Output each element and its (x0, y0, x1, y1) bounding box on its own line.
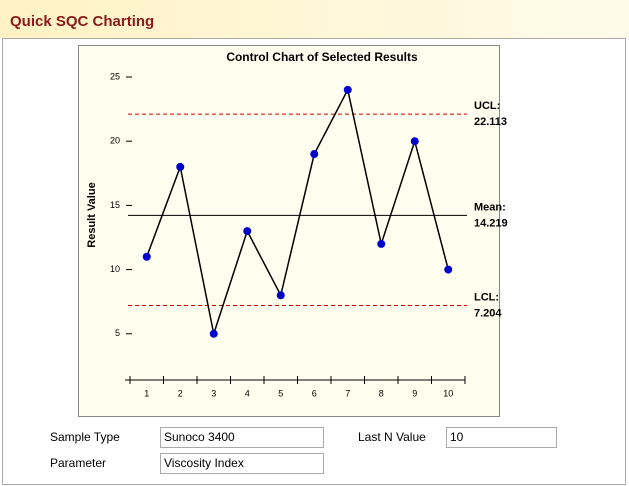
data-point (310, 150, 319, 159)
y-tick-label: 25 (110, 71, 120, 81)
control-value: 22.113 (474, 116, 507, 128)
x-tick-label: 1 (144, 388, 149, 398)
chart-frame (78, 45, 500, 417)
control-value: 14.219 (474, 217, 508, 229)
field-input (446, 427, 557, 448)
data-point (343, 85, 352, 94)
field-label: Sample Type (50, 430, 120, 444)
header-title: Quick SQC Charting (10, 13, 154, 30)
data-point (176, 162, 185, 171)
data-point (377, 239, 386, 248)
x-tick-label: 9 (412, 388, 417, 398)
x-tick-label: 10 (443, 388, 453, 398)
control-label: UCL: (474, 100, 500, 112)
header-bar (0, 0, 629, 38)
field-input (160, 453, 324, 474)
x-tick-label: 8 (379, 388, 384, 398)
x-tick-label: 7 (345, 388, 350, 398)
field-value: Viscosity Index (164, 456, 244, 470)
y-tick-label: 20 (110, 136, 120, 146)
y-axis-label: Result Value (86, 182, 98, 247)
x-tick-label: 2 (178, 388, 183, 398)
data-line (146, 87, 449, 337)
data-point (142, 252, 151, 261)
data-point (444, 265, 453, 274)
x-tick-label: 4 (245, 388, 250, 398)
data-point (276, 291, 285, 300)
field-value: Sunoco 3400 (164, 430, 235, 444)
control-label: LCL: (474, 291, 499, 303)
y-tick-label: 10 (110, 264, 120, 274)
field-input (160, 427, 324, 448)
control-value: 7.204 (474, 307, 502, 319)
data-point (209, 329, 218, 338)
data-point (243, 227, 252, 236)
y-tick-label: 15 (110, 200, 120, 210)
y-tick-label: 5 (115, 328, 120, 338)
x-tick-label: 6 (312, 388, 317, 398)
field-value: 10 (450, 430, 464, 444)
x-tick-label: 3 (211, 388, 216, 398)
control-label: Mean: (474, 201, 506, 213)
field-label: Last N Value (358, 430, 426, 444)
x-tick-label: 5 (278, 388, 283, 398)
data-point (410, 137, 419, 146)
field-label: Parameter (50, 456, 106, 470)
chart-title: Control Chart of Selected Results (226, 50, 418, 64)
